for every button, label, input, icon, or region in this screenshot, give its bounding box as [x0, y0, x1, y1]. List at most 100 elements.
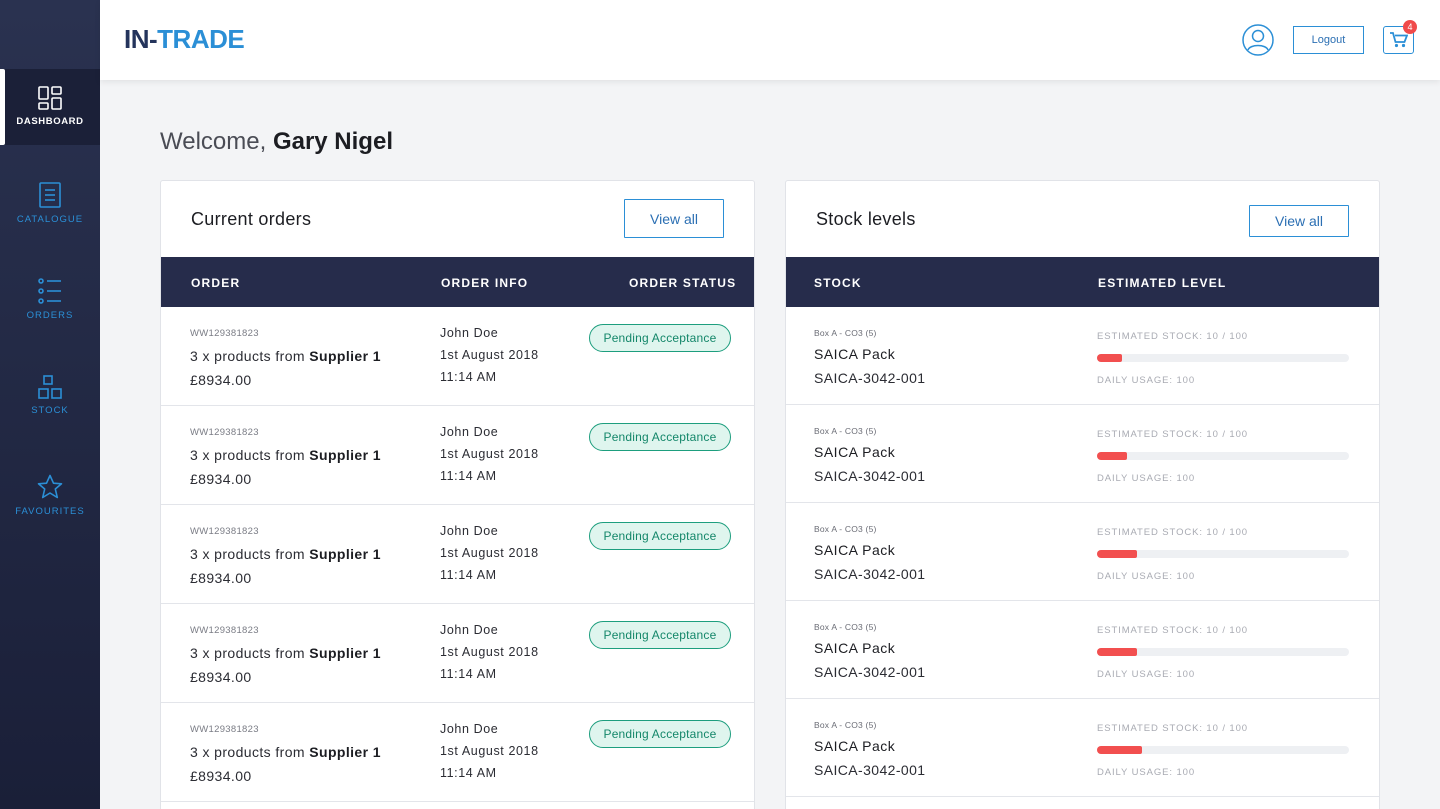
column-header: ORDER: [191, 276, 241, 290]
order-time: 11:14 AM: [440, 667, 497, 681]
stock-box-label: Box A - CO3 (5): [814, 720, 877, 730]
order-time: 11:14 AM: [440, 766, 497, 780]
order-description: 3 x products from Supplier 1: [190, 546, 381, 562]
order-desc-prefix: 3 x products from: [190, 645, 305, 661]
sidebar-item-dashboard[interactable]: DASHBOARD: [0, 69, 100, 145]
estimated-stock-label: ESTIMATED STOCK: 10 / 100: [1097, 625, 1248, 636]
column-header: ESTIMATED LEVEL: [1098, 276, 1227, 290]
order-id: WW129381823: [190, 427, 259, 438]
daily-usage-label: DAILY USAGE: 100: [1097, 669, 1196, 680]
welcome-heading: Welcome, Gary Nigel: [160, 128, 393, 155]
order-date: 1st August 2018: [440, 546, 539, 560]
stock-name: SAICA Pack: [814, 640, 896, 656]
estimated-stock-label: ESTIMATED STOCK: 10 / 100: [1097, 331, 1248, 342]
in-trade-logo[interactable]: IN-TRADE: [124, 24, 245, 54]
sidebar-item-favourites[interactable]: FAVOURITES: [0, 474, 100, 517]
order-price: £8934.00: [190, 768, 252, 784]
order-customer: John Doe: [440, 425, 499, 439]
supplier-name: Supplier 1: [309, 447, 381, 463]
order-customer: John Doe: [440, 722, 499, 736]
order-time: 11:14 AM: [440, 568, 497, 582]
stock-row[interactable]: Box A - CO3 (5) SAICA Pack SAICA-3042-001 E…: [786, 307, 1379, 405]
order-description: 3 x products from Supplier 1: [190, 744, 381, 760]
stock-level-fill: [1097, 648, 1138, 656]
orders-list-icon: [38, 278, 61, 304]
sidebar-item-label: ORDERS: [26, 310, 74, 321]
sidebar-item-label: STOCK: [31, 405, 69, 416]
order-price: £8934.00: [190, 471, 252, 487]
stock-level-fill: [1097, 746, 1143, 754]
panel-title: Stock levels: [816, 209, 916, 229]
supplier-name: Supplier 1: [309, 645, 381, 661]
order-date: 1st August 2018: [440, 447, 539, 461]
daily-usage-label: DAILY USAGE: 100: [1097, 375, 1196, 386]
sidebar-item-orders[interactable]: ORDERS: [0, 278, 100, 321]
daily-usage-label: DAILY USAGE: 100: [1097, 473, 1196, 484]
stock-grid-icon: [38, 375, 62, 399]
stock-row[interactable]: Box A - CO3 (5) SAICA Pack SAICA-3042-001 E…: [786, 503, 1379, 601]
stock-level-fill: [1097, 354, 1123, 362]
stock-level-bar: [1097, 746, 1349, 754]
stock-row[interactable]: Box A - CO3 (5) SAICA Pack SAICA-3042-001 E…: [786, 699, 1379, 797]
order-price: £8934.00: [190, 570, 252, 586]
order-customer: John Doe: [440, 623, 499, 637]
sidebar-item-catalogue[interactable]: CATALOGUE: [0, 182, 100, 225]
order-row[interactable]: WW129381823 3 x products from Supplier 1 £…: [161, 604, 754, 703]
order-row[interactable]: WW129381823 3 x products from Supplier 1 £…: [161, 406, 754, 505]
status-badge: Pending Acceptance: [589, 324, 731, 352]
sidebar-item-label: FAVOURITES: [15, 506, 85, 517]
stock-level-fill: [1097, 452, 1128, 460]
sidebar-item-label: DASHBOARD: [16, 116, 84, 127]
order-id: WW129381823: [190, 328, 259, 339]
order-price: £8934.00: [190, 372, 252, 388]
stock-row[interactable]: Box A - CO3 (5) SAICA Pack SAICA-3042-001 E…: [786, 405, 1379, 503]
stock-level-bar: [1097, 648, 1349, 656]
stock-code: SAICA-3042-001: [814, 468, 926, 484]
catalogue-icon: [39, 182, 61, 208]
order-desc-prefix: 3 x products from: [190, 447, 305, 463]
sidebar-item-stock[interactable]: STOCK: [0, 375, 100, 416]
order-row[interactable]: WW129381823 3 x products from Supplier 1 £…: [161, 307, 754, 406]
stock-code: SAICA-3042-001: [814, 370, 926, 386]
user-name: Gary Nigel: [272, 128, 393, 155]
stock-level-fill: [1097, 550, 1138, 558]
daily-usage-label: DAILY USAGE: 100: [1097, 571, 1196, 582]
supplier-name: Supplier 1: [309, 744, 381, 760]
order-id: WW129381823: [190, 526, 259, 537]
order-description: 3 x products from Supplier 1: [190, 348, 381, 364]
order-date: 1st August 2018: [440, 645, 539, 659]
cart-button[interactable]: [1383, 26, 1414, 54]
current-orders-panel: Current orders View all ORDER ORDER INFO…: [160, 180, 755, 809]
order-id: WW129381823: [190, 724, 259, 735]
estimated-stock-label: ESTIMATED STOCK: 10 / 100: [1097, 429, 1248, 440]
cart-count-badge: 4: [1403, 20, 1417, 34]
stock-level-bar: [1097, 452, 1349, 460]
stock-name: SAICA Pack: [814, 542, 896, 558]
status-badge: Pending Acceptance: [589, 720, 731, 748]
stock-code: SAICA-3042-001: [814, 664, 926, 680]
sidebar-item-label: CATALOGUE: [16, 214, 84, 225]
top-header: IN-TRADE Logout 4: [100, 0, 1440, 80]
order-desc-prefix: 3 x products from: [190, 744, 305, 760]
order-time: 11:14 AM: [440, 370, 497, 384]
stock-box-label: Box A - CO3 (5): [814, 524, 877, 534]
stock-row[interactable]: Box A - CO3 (5) SAICA Pack SAICA-3042-001 E…: [786, 601, 1379, 699]
column-header: STOCK: [814, 276, 862, 290]
cart-icon: [1389, 32, 1408, 48]
status-badge: Pending Acceptance: [589, 423, 731, 451]
status-badge: Pending Acceptance: [589, 621, 731, 649]
supplier-name: Supplier 1: [309, 348, 381, 364]
stock-level-bar: [1097, 550, 1349, 558]
star-icon: [37, 474, 63, 499]
order-row[interactable]: WW129381823 3 x products from Supplier 1 £…: [161, 505, 754, 604]
order-customer: John Doe: [440, 326, 499, 340]
stock-view-all-button[interactable]: View all: [1249, 205, 1349, 237]
stock-code: SAICA-3042-001: [814, 566, 926, 582]
logout-button[interactable]: Logout: [1293, 26, 1364, 54]
orders-view-all-button[interactable]: View all: [624, 199, 724, 238]
order-row[interactable]: WW129381823 3 x products from Supplier 1 £…: [161, 703, 754, 802]
column-header: ORDER STATUS: [629, 276, 737, 290]
user-avatar-icon[interactable]: [1242, 24, 1274, 56]
daily-usage-label: DAILY USAGE: 100: [1097, 767, 1196, 778]
order-price: £8934.00: [190, 669, 252, 685]
